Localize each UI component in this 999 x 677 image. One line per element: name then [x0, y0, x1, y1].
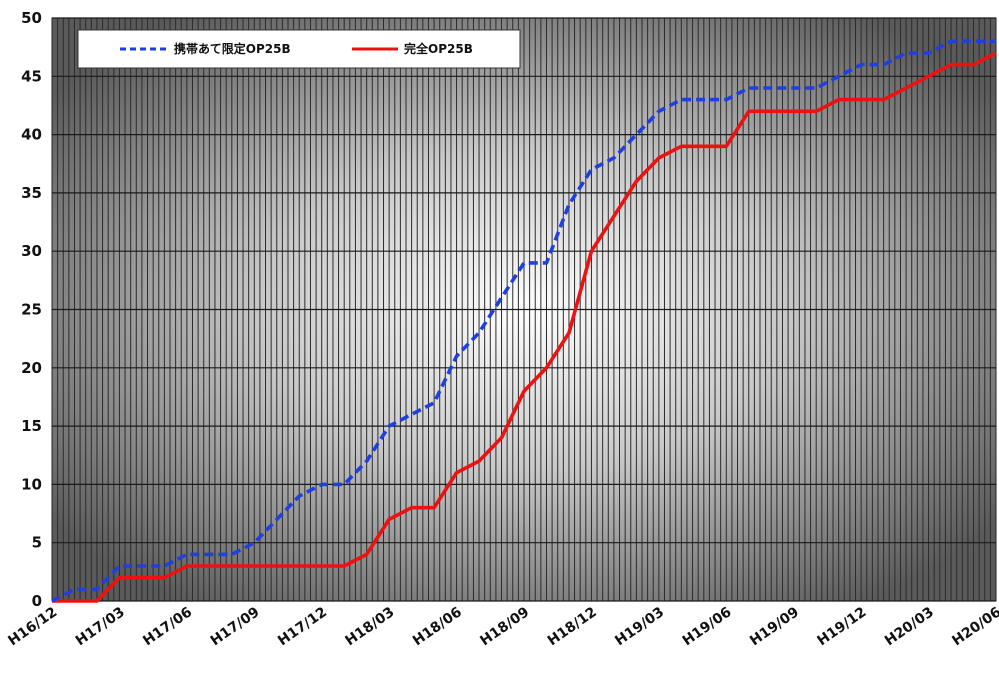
y-tick-label: 30	[21, 242, 42, 260]
y-tick-label: 50	[21, 9, 42, 27]
x-axis: H16/12 H17/03 H17/06 H17/09 H17/12 H18/03 H18/…	[5, 604, 999, 649]
x-tick-label: H18/12	[545, 604, 600, 649]
x-tick-label: H19/06	[680, 604, 735, 649]
x-tick-label: H18/03	[343, 604, 398, 649]
x-tick-label: H20/03	[882, 604, 937, 649]
x-tick-label: H17/06	[140, 604, 195, 649]
y-tick-label: 20	[21, 359, 42, 377]
legend-label-series-1: 携帯あて限定OP25B	[174, 41, 291, 56]
x-tick-label: H16/12	[5, 604, 60, 649]
y-tick-label: 40	[21, 126, 42, 144]
y-tick-label: 25	[21, 301, 42, 319]
x-tick-label: H17/12	[275, 604, 330, 649]
x-tick-label: H17/09	[208, 604, 263, 649]
y-tick-label: 10	[21, 475, 42, 493]
y-tick-label: 15	[21, 417, 42, 435]
y-tick-label: 0	[32, 592, 42, 610]
y-tick-label: 5	[32, 534, 42, 552]
x-tick-label: H19/03	[612, 604, 667, 649]
x-tick-label: H19/12	[815, 604, 870, 649]
y-tick-label: 45	[21, 67, 42, 85]
x-tick-label: H17/03	[73, 604, 128, 649]
x-tick-label: H20/06	[949, 604, 999, 649]
legend-label-series-2: 完全OP25B	[404, 41, 473, 56]
x-tick-label: H19/09	[747, 604, 802, 649]
legend: 携帯あて限定OP25B 完全OP25B	[78, 30, 520, 68]
x-tick-label: H18/06	[410, 604, 465, 649]
y-tick-label: 35	[21, 184, 42, 202]
y-axis: 0 5 10 15 20 25 30 35 40 45 50	[21, 9, 42, 610]
x-tick-label: H18/09	[477, 604, 532, 649]
